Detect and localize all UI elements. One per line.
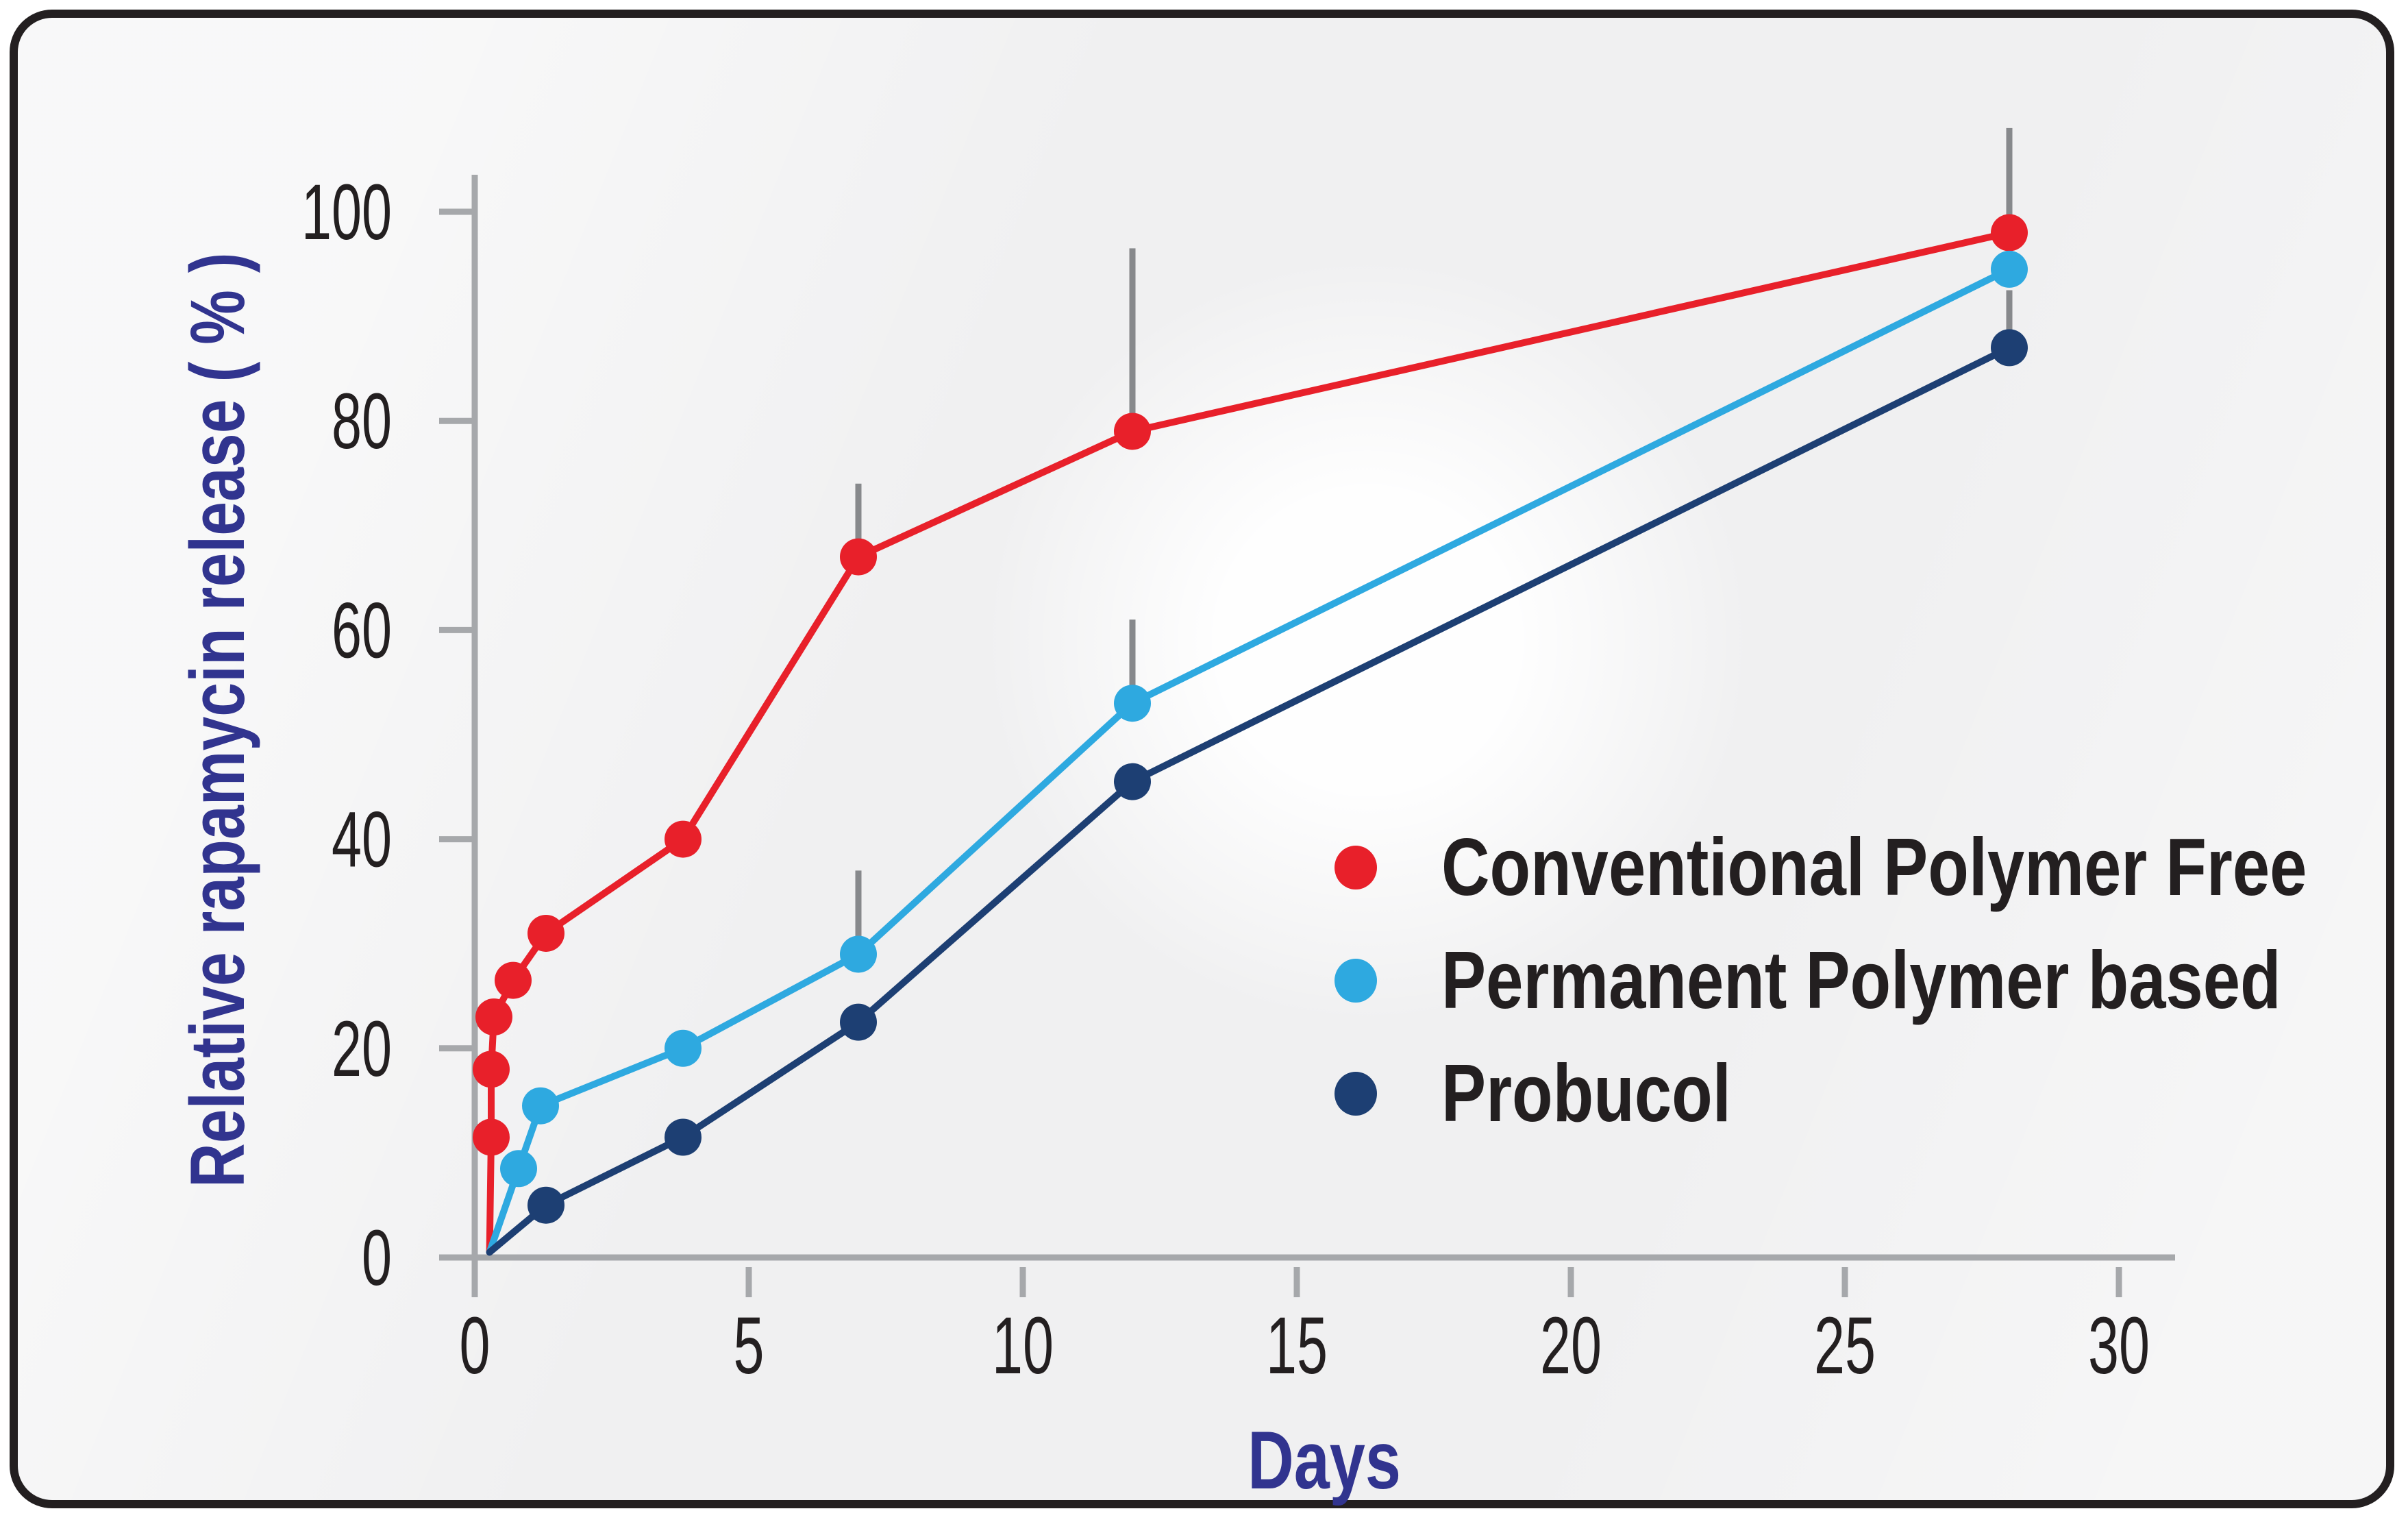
data-point xyxy=(840,538,877,576)
data-point xyxy=(475,998,512,1036)
release-chart-canvas: 0 20 40 60 80 100 0 5 10 15 20 25 30 xyxy=(301,127,2175,1391)
y-tick-label: 40 xyxy=(332,796,392,884)
x-tick-label: 25 xyxy=(1814,1301,1876,1391)
data-point xyxy=(1991,214,2028,251)
y-axis-title: Relative rapamycin release ( % ) xyxy=(175,252,260,1188)
legend-label: Permanent Polymer based xyxy=(1441,935,2281,1026)
data-point xyxy=(495,961,532,999)
data-point xyxy=(527,1186,564,1224)
data-point xyxy=(665,820,702,858)
legend-dot-red-icon xyxy=(1335,846,1377,889)
data-point xyxy=(473,1118,510,1156)
x-tick-label: 15 xyxy=(1266,1301,1328,1391)
legend-label: Probucol xyxy=(1441,1048,1731,1139)
x-tick-label: 30 xyxy=(2088,1301,2150,1391)
data-point xyxy=(665,1029,702,1067)
legend-dot-navy-icon xyxy=(1335,1072,1377,1116)
x-axis-title: Days xyxy=(1248,1414,1401,1506)
data-point xyxy=(665,1118,702,1156)
data-point xyxy=(840,1003,877,1041)
y-tick-label: 80 xyxy=(332,378,392,465)
data-point xyxy=(500,1150,537,1188)
data-point xyxy=(527,914,564,952)
data-point xyxy=(840,935,877,973)
data-point xyxy=(1114,763,1151,800)
series-line-conventional-polymer-free xyxy=(486,229,2013,1256)
data-point xyxy=(522,1087,559,1125)
legend-item-permanent-polymer-based: Permanent Polymer based xyxy=(1335,938,2408,1023)
y-tick-label: 20 xyxy=(332,1005,392,1093)
legend-item-conventional-polymer-free: Conventional Polymer Free xyxy=(1335,825,2408,910)
y-tick-label: 60 xyxy=(332,587,392,674)
data-point xyxy=(1114,685,1151,722)
data-point xyxy=(1991,250,2028,288)
x-tick-label: 20 xyxy=(1540,1301,1602,1391)
chart-legend: Conventional Polymer Free Permanent Poly… xyxy=(1335,825,2408,1164)
data-point xyxy=(1991,329,2028,367)
y-tick-label: 100 xyxy=(301,169,392,256)
chart-card: 0 20 40 60 80 100 0 5 10 15 20 25 30 Relative rapamy… xyxy=(10,10,2394,1508)
x-tick-label: 10 xyxy=(992,1301,1054,1391)
data-point xyxy=(473,1051,510,1088)
x-tick-label: 5 xyxy=(734,1301,765,1391)
y-tick-label: 0 xyxy=(362,1214,392,1302)
legend-dot-lightblue-icon xyxy=(1335,959,1377,1003)
legend-label: Conventional Polymer Free xyxy=(1441,822,2307,913)
data-point xyxy=(1114,413,1151,450)
legend-item-probucol: Probucol xyxy=(1335,1051,2408,1136)
x-tick-label: 0 xyxy=(460,1301,491,1391)
